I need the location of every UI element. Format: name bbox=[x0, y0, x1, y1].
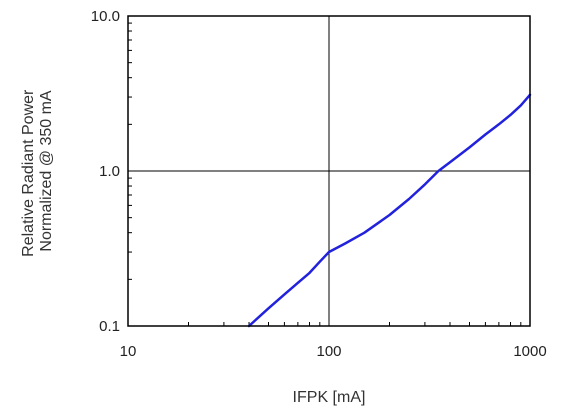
y-axis-title-line-2: Normalized @ 350 mA bbox=[38, 90, 55, 252]
y-axis-title-line-1: Relative Radiant Power bbox=[20, 89, 37, 257]
y-tick-label: 1.0 bbox=[99, 163, 120, 180]
series-line bbox=[247, 93, 532, 328]
plot-frame bbox=[127, 15, 531, 327]
x-tick-label: 1000 bbox=[513, 343, 546, 360]
y-axis-title: Relative Radiant Power Normalized @ 350 … bbox=[20, 85, 55, 257]
y-tick-labels: 0.1 1.0 10.0 bbox=[91, 8, 120, 335]
x-tick-label: 10 bbox=[120, 343, 137, 360]
x-axis-title: IFPK [mA] bbox=[293, 389, 366, 406]
y-tick-label: 0.1 bbox=[99, 318, 120, 335]
y-tick-label: 10.0 bbox=[91, 8, 120, 25]
x-tick-label: 100 bbox=[316, 343, 341, 360]
x-tick-labels: 10 100 1000 bbox=[120, 343, 547, 360]
series-group bbox=[247, 93, 532, 328]
grid-lines bbox=[128, 16, 530, 326]
